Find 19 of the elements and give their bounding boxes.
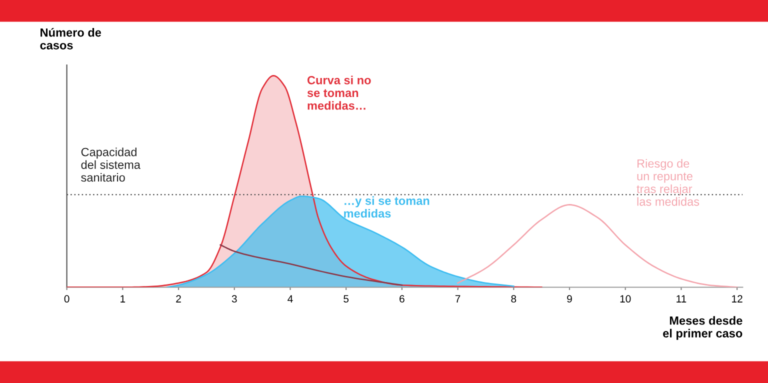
x-tick-label: 12 bbox=[732, 295, 742, 302]
ref-line-label: Capacidad del sistema sanitario bbox=[81, 148, 140, 182]
x-tick-label: 8 bbox=[511, 295, 516, 303]
x-tick-label: 9 bbox=[567, 295, 572, 303]
x-tick-label: 11 bbox=[676, 295, 686, 302]
x-tick-label: 10 bbox=[620, 295, 631, 303]
x-axis-title: Meses desde el primer caso bbox=[663, 316, 742, 340]
series-label: …y si se toman medidas bbox=[344, 196, 430, 218]
x-tick-label: 2 bbox=[176, 295, 181, 302]
text: Riesgo de un repunte tras relajar las medidas bbox=[636, 159, 700, 206]
x-tick-label: 1 bbox=[120, 295, 126, 302]
y-axis-title: Número de casos bbox=[40, 28, 102, 50]
x-tick-label: 7 bbox=[455, 295, 460, 302]
x-tick-label: 5 bbox=[344, 295, 349, 303]
x-tick-label: 6 bbox=[400, 295, 404, 303]
x-tick-label: 0 bbox=[64, 295, 70, 303]
series-label: Curva si no se toman medidas… bbox=[307, 76, 371, 110]
x-tick-label: 4 bbox=[288, 295, 293, 302]
x-tick-label: 3 bbox=[232, 295, 237, 303]
